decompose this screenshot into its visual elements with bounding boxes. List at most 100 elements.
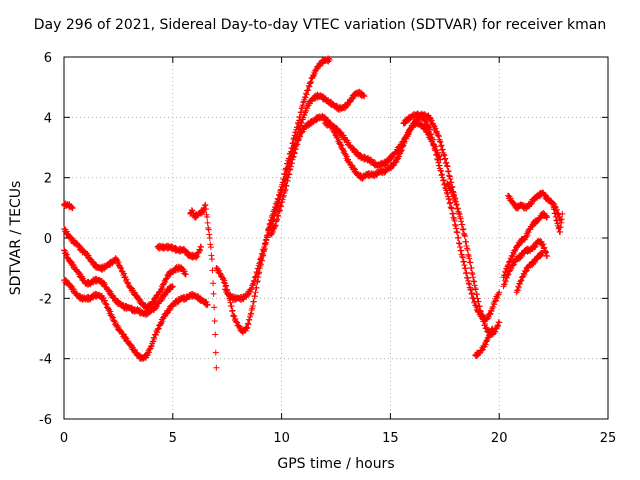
data-point-marker <box>398 147 405 154</box>
data-point-marker <box>68 203 75 210</box>
data-point-marker <box>405 131 412 138</box>
data-point-marker <box>286 171 293 178</box>
data-point-marker <box>274 212 281 219</box>
data-point-marker <box>455 210 462 217</box>
data-point-marker <box>290 153 297 160</box>
data-point-marker <box>521 271 528 278</box>
data-point-marker <box>449 210 456 217</box>
data-point-marker <box>543 214 550 221</box>
data-point-marker <box>470 274 477 281</box>
data-point-marker <box>540 241 547 248</box>
data-point-marker <box>236 323 243 330</box>
data-point-marker <box>279 196 286 203</box>
data-point-marker <box>155 325 162 332</box>
x-tick-label: 15 <box>382 431 399 446</box>
data-point-marker <box>406 126 413 133</box>
y-tick-label: -2 <box>39 292 52 307</box>
data-point-marker <box>253 273 260 280</box>
data-point-marker <box>245 321 252 328</box>
data-point-marker <box>396 153 403 160</box>
data-point-marker <box>68 282 75 289</box>
data-point-marker <box>169 283 176 290</box>
data-point-marker <box>188 207 195 214</box>
data-point-marker <box>206 235 213 241</box>
data-point-marker <box>307 78 314 85</box>
data-point-marker <box>341 148 348 155</box>
data-point-marker <box>248 310 255 317</box>
data-point-marker <box>453 228 460 235</box>
data-point-marker <box>76 242 83 249</box>
data-point-marker <box>276 195 283 202</box>
data-point-marker <box>511 201 518 208</box>
data-point-marker <box>472 286 479 293</box>
data-point-marker <box>464 275 471 282</box>
data-point-marker <box>204 302 211 309</box>
data-point-marker <box>275 213 282 220</box>
data-point-marker <box>303 91 310 98</box>
data-point-marker <box>211 304 218 311</box>
data-point-marker <box>280 193 287 200</box>
data-point-marker <box>230 312 237 319</box>
data-point-marker <box>465 251 472 258</box>
data-point-marker <box>496 289 503 296</box>
data-point-marker <box>350 165 357 172</box>
y-axis-label: SDTVAR / TECUs <box>8 180 24 296</box>
data-point-marker <box>452 221 459 228</box>
data-point-marker <box>395 146 402 153</box>
data-point-marker <box>437 168 444 175</box>
data-point-marker <box>297 133 304 140</box>
data-point-marker <box>181 268 188 275</box>
data-point-marker <box>476 303 483 310</box>
data-point-marker <box>459 226 466 233</box>
data-point-marker <box>537 253 544 260</box>
data-point-marker <box>430 140 437 147</box>
data-point-marker <box>456 240 463 247</box>
data-point-marker <box>544 253 551 260</box>
data-point-marker <box>527 226 534 233</box>
data-point-marker <box>465 280 472 287</box>
data-point-marker <box>166 307 173 314</box>
data-point-marker <box>159 318 166 325</box>
data-point-marker <box>444 163 451 170</box>
data-point-marker <box>544 213 551 220</box>
data-point-marker <box>473 304 480 311</box>
data-point-marker <box>429 136 436 143</box>
data-point-marker <box>204 219 211 226</box>
data-point-marker <box>432 146 439 153</box>
data-point-marker <box>224 288 231 295</box>
data-point-marker <box>202 201 209 208</box>
data-point-marker <box>246 316 253 323</box>
data-point-marker <box>429 136 436 143</box>
data-point-marker <box>490 303 497 310</box>
data-point-marker <box>539 250 546 257</box>
data-point-marker <box>213 364 220 371</box>
data-point-marker <box>450 214 457 221</box>
y-tick-label: 4 <box>44 111 52 126</box>
data-point-marker <box>145 349 152 356</box>
data-point-marker <box>259 250 266 257</box>
y-tick-label: -6 <box>39 413 52 428</box>
data-point-marker <box>102 300 109 307</box>
data-point-marker <box>507 267 514 274</box>
data-point-marker <box>522 235 529 241</box>
data-point-marker <box>463 238 470 245</box>
data-point-marker <box>291 150 298 157</box>
data-point-marker <box>227 299 234 306</box>
data-point-marker <box>440 151 447 158</box>
data-point-marker <box>466 281 473 288</box>
data-point-marker <box>472 285 479 292</box>
data-point-marker <box>460 226 467 233</box>
data-point-marker <box>229 308 236 315</box>
data-point-marker <box>349 95 356 102</box>
data-point-marker <box>232 318 239 325</box>
data-point-marker <box>268 221 275 228</box>
data-point-marker <box>454 205 461 212</box>
data-point-marker <box>68 258 75 265</box>
data-point-marker <box>168 284 175 291</box>
data-point-marker <box>505 271 512 278</box>
data-point-marker <box>283 182 290 189</box>
data-point-marker <box>272 222 279 229</box>
data-point-marker <box>221 277 228 284</box>
data-point-marker <box>295 137 302 144</box>
data-point-marker <box>123 276 130 283</box>
